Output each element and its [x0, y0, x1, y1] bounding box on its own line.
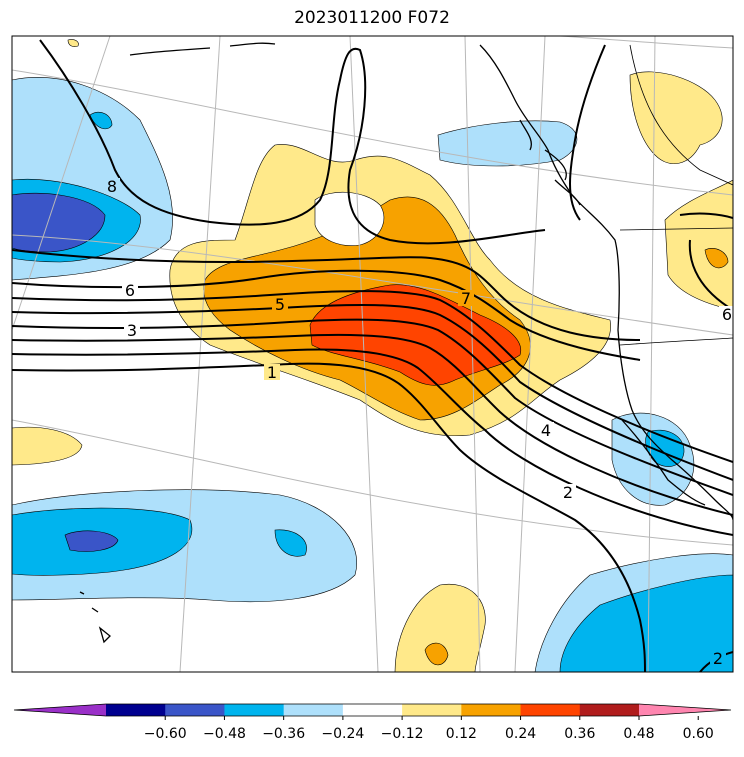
negative-anomaly-fills: [12, 77, 733, 672]
contour-8: [39, 39, 546, 245]
colorbar-tick-label: 0.12: [446, 726, 477, 742]
fill-southwest-dark: [64, 530, 119, 552]
colorbar-segment: [224, 704, 285, 716]
colorbar: −0.60 −0.48 −0.36 −0.24 −0.12 0.12 0.24 0.36 0.4…: [13, 703, 732, 742]
baja-coast: [621, 419, 706, 506]
contour-label: 1: [267, 363, 277, 382]
fill-cloud-hole: [314, 191, 385, 246]
fill-west-yellow-bar: [12, 426, 83, 466]
contour-6b: [12, 290, 733, 463]
alaska-coast: [479, 44, 733, 521]
hawaii: [79, 591, 111, 644]
colorbar-segment: [520, 704, 581, 716]
colorbar-tick-label: −0.60: [144, 726, 187, 742]
colorbar-segment: [461, 704, 522, 716]
contour-label: 4: [541, 421, 551, 440]
aleutians: [129, 42, 276, 56]
colorbar-tick-label: 0.60: [683, 726, 714, 742]
colorbar-outline: [13, 703, 732, 717]
fill-southeast-mid: [559, 574, 733, 672]
contour-1: [12, 362, 646, 672]
fill-east-orange: [704, 248, 729, 269]
contour-label: 8: [107, 177, 117, 196]
contour-label: 2: [713, 649, 723, 668]
contour-label: 2: [563, 483, 573, 502]
map-frame: [11, 35, 734, 673]
fill-southwest-spot: [274, 529, 307, 557]
contour-label: 7: [461, 289, 471, 308]
colorbar-tick-label: −0.24: [321, 726, 364, 742]
fill-north-light: [437, 120, 578, 167]
fill-west-small: [89, 111, 113, 130]
colorbar-tick-label: 0.24: [505, 726, 536, 742]
contour-lines: [12, 39, 733, 672]
colorbar-segment: [283, 704, 344, 716]
colorbar-segment: [402, 704, 462, 716]
bc-islands: [519, 119, 581, 206]
colorbar-extend-high: [639, 704, 731, 716]
contour-label: 6: [722, 305, 732, 324]
contour-2a: [12, 348, 733, 536]
map-title: 2023011200 F072: [294, 8, 450, 28]
contour-label: 3: [127, 321, 137, 340]
contour-east: [679, 212, 733, 311]
fill-east-yellow: [664, 179, 733, 311]
colorbar-segment: [165, 704, 225, 716]
colorbar-segment: [342, 704, 403, 716]
colorbar-tick-label: −0.48: [203, 726, 246, 742]
contour-3: [12, 333, 733, 516]
contour-label: 5: [275, 295, 285, 314]
fill-south-orange: [424, 642, 449, 666]
contour-6a: [12, 249, 641, 341]
contour-5: [12, 304, 733, 481]
colorbar-tick-label: −0.36: [262, 726, 305, 742]
fill-south-yellow: [394, 583, 486, 672]
contour-north-east: [569, 44, 606, 221]
contour-label: 6: [125, 281, 135, 300]
colorbar-tick-label: 0.48: [623, 726, 654, 742]
colorbar-tick-label: 0.36: [564, 726, 595, 742]
contour-label-group: 8 6 5 7 3 1 4 2 6 2: [104, 177, 733, 668]
fill-northeast-yellow: [629, 71, 723, 164]
contour-7: [12, 269, 641, 361]
colorbar-tick-label: −0.12: [381, 726, 424, 742]
fill-central-red: [309, 284, 522, 386]
coastlines: [79, 42, 733, 644]
colorbar-segment: [579, 704, 640, 716]
fill-northwest-yellow: [67, 39, 79, 47]
colorbar-segment: [106, 704, 166, 716]
contour-4: [12, 318, 733, 496]
borders: [619, 44, 733, 346]
map-panel: 8 6 5 7 3 1 4 2 6 2: [12, 36, 733, 672]
colorbar-extend-low: [14, 704, 106, 716]
